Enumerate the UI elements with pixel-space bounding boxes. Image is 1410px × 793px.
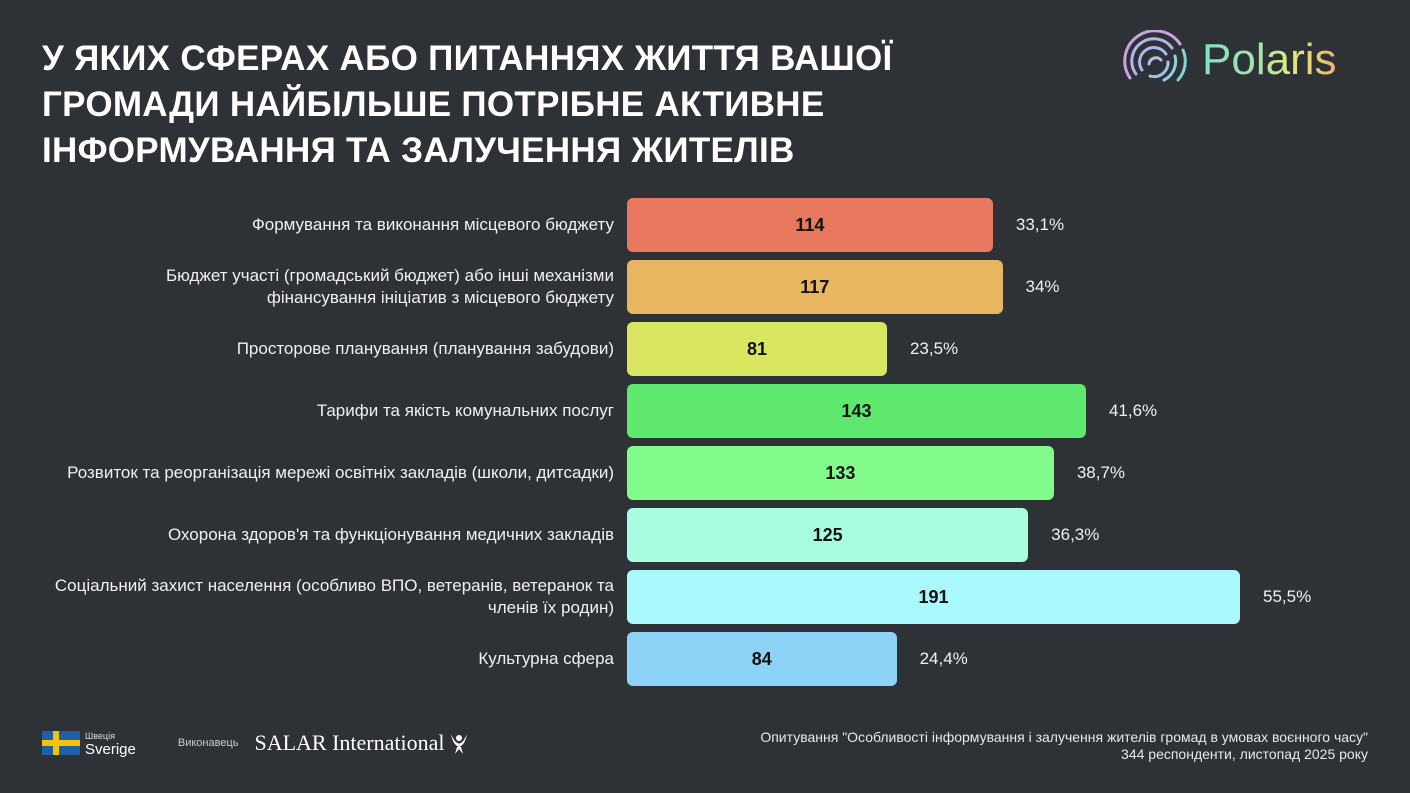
category-label: Тарифи та якість комунальних послуг	[316, 401, 614, 420]
bar-value-label: 114	[795, 214, 825, 235]
sweden-flag-icon	[42, 731, 80, 755]
category-label: Культурна сфера	[478, 649, 614, 668]
percent-label: 36,3%	[1051, 525, 1100, 544]
percent-label: 41,6%	[1108, 401, 1158, 420]
sweden-small-text: Швеція	[85, 731, 115, 741]
source-line-2: 344 респонденти, листопад 2025 року	[1121, 746, 1368, 762]
bar-value-label: 125	[812, 524, 843, 545]
bar: 125	[627, 508, 1029, 562]
percent-label: 38,7%	[1076, 463, 1126, 482]
salar-logo: SALAR International	[254, 730, 445, 755]
bar: 81	[627, 322, 887, 376]
source-note: Опитування "Особливості інформування і з…	[760, 729, 1368, 763]
percent-label: 55,5%	[1263, 587, 1312, 606]
bar: 143	[627, 384, 1086, 438]
category-label: Соціальний захист населення (особливо ВП…	[54, 576, 614, 617]
category-label: Розвиток та реорганізація мережі освітні…	[67, 463, 614, 482]
bar: 114	[627, 198, 993, 252]
chart-title: У ЯКИХ СФЕРАХ АБО ПИТАННЯХ ЖИТТЯ ВАШОЇ Г…	[42, 39, 893, 170]
percent-label: 24,4%	[919, 649, 968, 668]
sweden-label: Швеція Sverige	[85, 730, 136, 758]
bar: 191	[627, 570, 1240, 624]
bar-value-label: 143	[841, 400, 872, 421]
executor-label: Виконавець	[177, 737, 239, 749]
category-label: Просторове планування (планування забудо…	[236, 339, 614, 358]
brand-name: Polaris	[1202, 35, 1337, 84]
bar: 84	[627, 632, 897, 686]
category-label: Бюджет участі (громадський бюджет) або і…	[166, 266, 614, 307]
footer-partners: Швеція Sverige Виконавець SALAR Internat…	[42, 730, 469, 758]
percent-label: 33,1%	[1015, 215, 1065, 234]
bar-value-label: 133	[825, 462, 856, 483]
polaris-rings-icon	[1123, 30, 1187, 82]
bar-value-label: 117	[800, 276, 830, 297]
bar-value-label: 191	[918, 586, 949, 607]
percent-label: 23,5%	[909, 339, 959, 358]
bar-value-label: 81	[746, 338, 767, 359]
bar: 133	[627, 446, 1054, 500]
polaris-logo: Polaris	[1120, 30, 1337, 90]
percent-label: 34%	[1025, 277, 1060, 296]
category-label: Охорона здоров'я та функціонування медич…	[167, 525, 614, 544]
category-label: Формування та виконання місцевого бюджет…	[251, 215, 614, 234]
bar-value-label: 84	[751, 648, 772, 669]
source-line-1: Опитування "Особливості інформування і з…	[760, 729, 1368, 745]
bar: 117	[627, 260, 1003, 314]
salar-figure-icon	[450, 734, 467, 754]
sweden-text: Sverige	[85, 741, 136, 758]
